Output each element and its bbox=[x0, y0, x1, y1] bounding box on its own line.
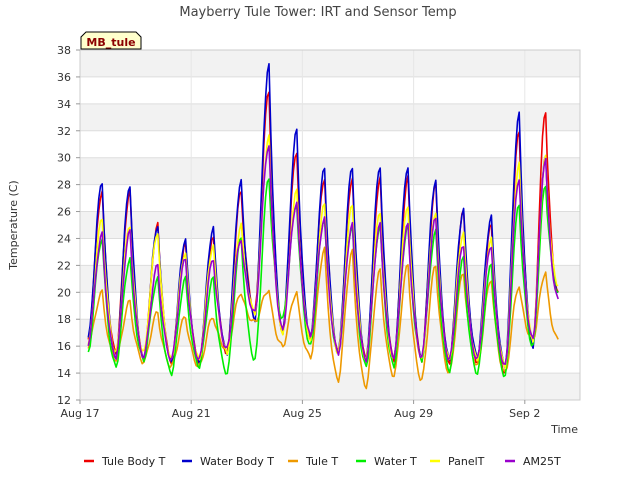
y-tick-label: 12 bbox=[57, 394, 71, 407]
y-axis-title: Temperature (C) bbox=[7, 180, 20, 270]
y-tick-label: 16 bbox=[57, 340, 71, 353]
y-tick-label: 22 bbox=[57, 259, 71, 272]
grid-band bbox=[80, 103, 580, 131]
x-tick-label: Aug 21 bbox=[172, 407, 211, 420]
series-group bbox=[87, 63, 559, 390]
grid-band bbox=[80, 50, 580, 77]
y-tick-label: 30 bbox=[57, 152, 71, 165]
legend-label: Water Body T bbox=[200, 455, 274, 468]
tag-label: MB_tule bbox=[86, 36, 135, 49]
chart-title: Mayberry Tule Tower: IRT and Sensor Temp bbox=[179, 5, 456, 20]
y-tick-label: 38 bbox=[57, 44, 71, 57]
x-tick-label: Sep 2 bbox=[509, 407, 540, 420]
x-tick-label: Aug 17 bbox=[61, 407, 100, 420]
legend: Tule Body T Water Body T Tule T Water T Pane… bbox=[84, 455, 561, 468]
y-tick-label: 36 bbox=[57, 71, 71, 84]
legend-label: Tule Body T bbox=[101, 455, 166, 468]
y-tick-label: 14 bbox=[57, 367, 71, 380]
y-tick-label: 32 bbox=[57, 125, 71, 138]
grid-band bbox=[80, 157, 580, 185]
y-tick-label: 18 bbox=[57, 313, 71, 326]
x-axis-title: Time bbox=[550, 423, 578, 436]
legend-label: AM25T bbox=[523, 455, 561, 468]
grid-band bbox=[80, 211, 580, 239]
y-tick-label: 24 bbox=[57, 232, 71, 245]
x-axis: Aug 17 Aug 21 Aug 25 Aug 29 Sep 2 bbox=[61, 400, 540, 420]
legend-label: PanelT bbox=[448, 455, 485, 468]
series-line-am25t bbox=[87, 145, 559, 365]
x-tick-label: Aug 25 bbox=[283, 407, 322, 420]
legend-label: Tule T bbox=[305, 455, 338, 468]
y-tick-label: 20 bbox=[57, 286, 71, 299]
y-axis: 12 14 16 18 20 22 24 26 28 30 32 34 36 38 bbox=[57, 44, 80, 407]
legend-label: Water T bbox=[374, 455, 417, 468]
grid-band bbox=[80, 373, 580, 400]
x-tick-label: Aug 29 bbox=[394, 407, 433, 420]
tag-badge-shape bbox=[80, 31, 142, 50]
y-tick-label: 28 bbox=[57, 179, 71, 192]
y-tick-label: 26 bbox=[57, 206, 71, 219]
plot-frame bbox=[79, 49, 581, 401]
tag-badge: MB_tule bbox=[80, 31, 142, 50]
y-tick-label: 34 bbox=[57, 98, 71, 111]
